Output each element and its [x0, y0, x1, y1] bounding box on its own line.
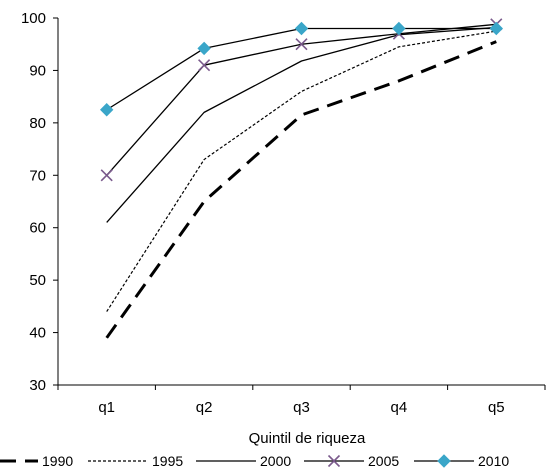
data-point-2010-q3 — [294, 21, 309, 36]
data-point-2010-q4 — [392, 21, 406, 36]
series-line-1990 — [105, 40, 497, 339]
data-point-2010-q1 — [99, 103, 114, 117]
y-tick-label: 60 — [29, 220, 46, 237]
series-line-1995 — [106, 30, 497, 312]
legend-item-2010: 2010 — [414, 453, 509, 469]
data-point-2010-q5 — [489, 21, 504, 36]
x-tick-label: q3 — [293, 399, 310, 416]
x-tick-label: q5 — [488, 399, 505, 416]
legend-item-1995: 1995 — [88, 453, 183, 469]
marker-stroke — [327, 454, 341, 468]
legend-item-2000: 2000 — [196, 453, 291, 469]
legend-marker — [327, 454, 341, 468]
x-axis-title: Quintil de riqueza — [249, 430, 366, 447]
y-tick-label: 100 — [21, 10, 46, 27]
x-tick-label: q2 — [196, 399, 213, 416]
series-line-2005 — [106, 23, 497, 176]
data-point-2005-q2 — [198, 59, 211, 72]
y-tick-label: 40 — [29, 325, 46, 342]
y-tick-label: 70 — [29, 167, 46, 184]
legend-label: 2005 — [368, 453, 399, 468]
y-tick-label: 90 — [29, 62, 46, 79]
legend-label: 2000 — [260, 453, 291, 468]
data-point-2005-q1 — [100, 169, 113, 182]
series-lines — [105, 23, 497, 339]
y-tick-label: 30 — [29, 377, 46, 394]
legend: 1990 1995 2000 2005 2010 — [0, 453, 509, 469]
axes: 30 40 50 60 70 80 90 100 q1 q2 q3 q4 q5 — [21, 10, 546, 416]
series-line-2000 — [106, 26, 497, 223]
legend-item-1990: 1990 — [0, 453, 73, 469]
marker-stroke — [198, 59, 211, 72]
legend-label: 1990 — [42, 453, 73, 468]
y-tick-label: 50 — [29, 272, 46, 289]
series-markers — [99, 18, 504, 182]
marker-stroke — [100, 169, 113, 182]
legend-label: 1995 — [152, 453, 183, 468]
x-tick-label: q4 — [391, 399, 408, 416]
y-tick-label: 80 — [29, 115, 46, 132]
data-point-2005-q3 — [295, 38, 308, 51]
x-tick-label: q1 — [98, 399, 115, 416]
legend-label: 2010 — [478, 453, 509, 468]
data-point-2010-q2 — [197, 41, 211, 56]
legend-marker — [437, 454, 451, 468]
legend-item-2005: 2005 — [304, 453, 399, 469]
marker-stroke — [295, 38, 308, 51]
